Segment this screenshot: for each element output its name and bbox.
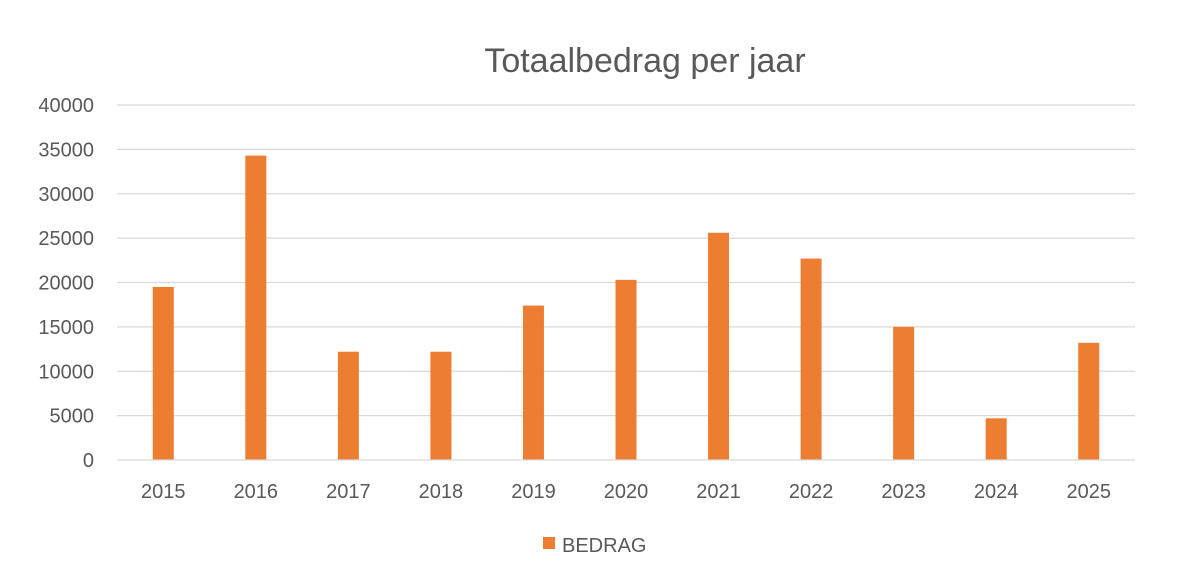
bar-2016 (245, 155, 267, 460)
legend-label: BEDRAG (562, 535, 646, 557)
bar-2020 (615, 279, 637, 460)
y-tick-label: 20000 (38, 273, 94, 295)
x-tick-label: 2019 (511, 481, 556, 503)
y-tick-label: 30000 (38, 184, 94, 206)
bars (152, 155, 1100, 460)
x-tick-label: 2016 (234, 481, 279, 503)
bar-2023 (893, 326, 915, 460)
y-tick-label: 10000 (38, 361, 94, 383)
y-tick-label: 5000 (50, 406, 95, 428)
y-tick-label: 15000 (38, 317, 94, 339)
x-tick-label: 2018 (419, 481, 464, 503)
bar-2022 (800, 258, 822, 460)
x-tick-label: 2015 (141, 481, 186, 503)
bar-2019 (522, 305, 544, 460)
y-tick-label: 0 (83, 450, 94, 472)
chart-title: Totaalbedrag per jaar (484, 42, 805, 80)
y-axis-ticks: 0 5000 10000 15000 20000 25000 30000 35000 40000 (38, 95, 94, 472)
bar-2015 (152, 286, 174, 460)
legend-swatch (543, 537, 555, 549)
bar-2017 (337, 351, 359, 460)
legend: BEDRAG (543, 535, 646, 557)
y-tick-label: 35000 (38, 139, 94, 161)
x-axis-ticks: 2015 2016 2017 2018 2019 2020 2021 2022 2023 2024… (141, 481, 1111, 503)
bar-2024 (985, 418, 1007, 460)
x-tick-label: 2020 (604, 481, 649, 503)
x-tick-label: 2024 (974, 481, 1019, 503)
bar-2021 (708, 232, 730, 460)
x-tick-label: 2023 (881, 481, 926, 503)
y-tick-label: 25000 (38, 228, 94, 250)
x-tick-label: 2021 (696, 481, 741, 503)
x-tick-label: 2022 (789, 481, 834, 503)
x-tick-label: 2025 (1066, 481, 1111, 503)
bar-2018 (430, 351, 452, 460)
x-tick-label: 2017 (326, 481, 371, 503)
bar-2025 (1078, 342, 1100, 460)
y-tick-label: 40000 (38, 95, 94, 117)
